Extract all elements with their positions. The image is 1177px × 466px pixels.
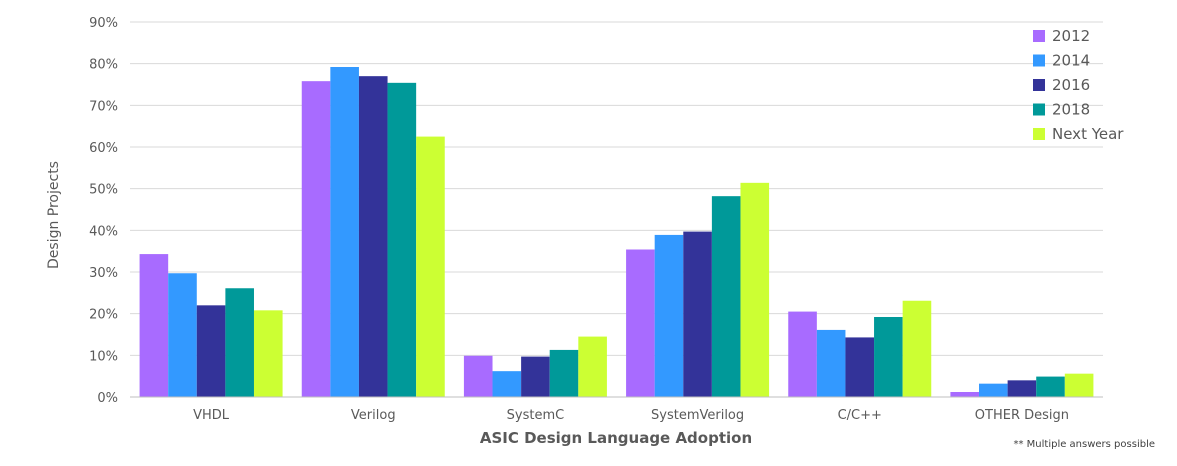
legend-swatch bbox=[1033, 54, 1045, 67]
x-category-labels: VHDL Verilog SystemC SystemVerilog C/C++ OTHE… bbox=[193, 408, 1069, 423]
bar-2014-verilog bbox=[330, 67, 359, 397]
x-category-label: SystemC bbox=[507, 408, 565, 423]
legend-swatch bbox=[1033, 79, 1045, 91]
x-category-label: SystemVerilog bbox=[651, 408, 744, 423]
y-tick-label: 0% bbox=[97, 391, 118, 406]
bar-next-year-verilog bbox=[416, 136, 445, 398]
bar-next-year-vhdl bbox=[253, 310, 283, 397]
legend-swatch bbox=[1033, 30, 1045, 42]
bar-2018-systemc bbox=[549, 349, 579, 397]
bar-2016-systemc bbox=[521, 356, 550, 397]
bar-2018-systemverilog bbox=[711, 196, 741, 397]
bar-next-year-systemc bbox=[578, 336, 607, 397]
legend: 2012 2014 2016 2018 Next Year bbox=[1033, 27, 1124, 143]
bar-2016-vhdl bbox=[196, 305, 226, 397]
x-category-label: VHDL bbox=[193, 408, 230, 423]
y-tick-label: 60% bbox=[89, 141, 118, 156]
y-tick-label: 70% bbox=[89, 99, 118, 114]
y-tick-label: 40% bbox=[89, 224, 118, 239]
bar-2014-other-design bbox=[979, 383, 1008, 397]
bar-2016-c-c- bbox=[845, 337, 875, 397]
legend-label: 2016 bbox=[1052, 76, 1090, 94]
bar-2014-vhdl bbox=[168, 273, 197, 397]
bars bbox=[139, 67, 1094, 398]
y-tick-label: 10% bbox=[89, 349, 118, 364]
bar-2014-c-c- bbox=[816, 329, 846, 397]
bar-2014-systemc bbox=[492, 371, 522, 397]
bar-2018-vhdl bbox=[225, 288, 254, 397]
bar-2018-other-design bbox=[1036, 376, 1065, 397]
bar-2012-verilog bbox=[301, 81, 331, 398]
legend-label: 2018 bbox=[1052, 101, 1090, 119]
bar-2018-c-c- bbox=[874, 317, 903, 397]
legend-swatch bbox=[1033, 103, 1045, 116]
bar-2016-other-design bbox=[1007, 380, 1037, 397]
x-axis-title: ASIC Design Language Adoption bbox=[480, 429, 752, 447]
legend-label: Next Year bbox=[1052, 125, 1124, 143]
bar-2012-vhdl bbox=[139, 254, 169, 397]
y-tick-label: 20% bbox=[89, 308, 118, 323]
bar-2016-verilog bbox=[358, 76, 388, 398]
bar-2012-other-design bbox=[950, 392, 980, 397]
y-tick-label: 50% bbox=[89, 183, 118, 198]
x-category-label: OTHER Design bbox=[975, 408, 1069, 423]
x-category-label: Verilog bbox=[351, 408, 396, 423]
footnote: ** Multiple answers possible bbox=[1013, 439, 1155, 450]
bar-next-year-other-design bbox=[1064, 373, 1094, 397]
legend-label: 2014 bbox=[1052, 52, 1090, 70]
x-category-label: C/C++ bbox=[838, 408, 882, 423]
bar-2012-systemc bbox=[463, 355, 493, 397]
y-tick-label: 30% bbox=[89, 266, 118, 281]
y-tick-label: 90% bbox=[89, 16, 118, 31]
y-tick-labels: 0% 10% 20% 30% 40% 50% 60% 70% 80% 90% bbox=[89, 16, 118, 406]
y-tick-label: 80% bbox=[89, 58, 118, 73]
legend-label: 2012 bbox=[1052, 27, 1090, 45]
legend-swatch bbox=[1033, 128, 1045, 140]
bar-next-year-c-c- bbox=[902, 300, 932, 397]
bar-2012-c-c- bbox=[788, 311, 817, 397]
bar-next-year-systemverilog bbox=[740, 182, 770, 397]
bar-2018-verilog bbox=[387, 82, 417, 397]
y-axis-title: Design Projects bbox=[46, 161, 62, 269]
bar-2016-systemverilog bbox=[683, 231, 712, 397]
bar-2012-systemverilog bbox=[626, 249, 655, 397]
bar-2014-systemverilog bbox=[654, 234, 684, 397]
gridlines bbox=[130, 21, 1103, 356]
